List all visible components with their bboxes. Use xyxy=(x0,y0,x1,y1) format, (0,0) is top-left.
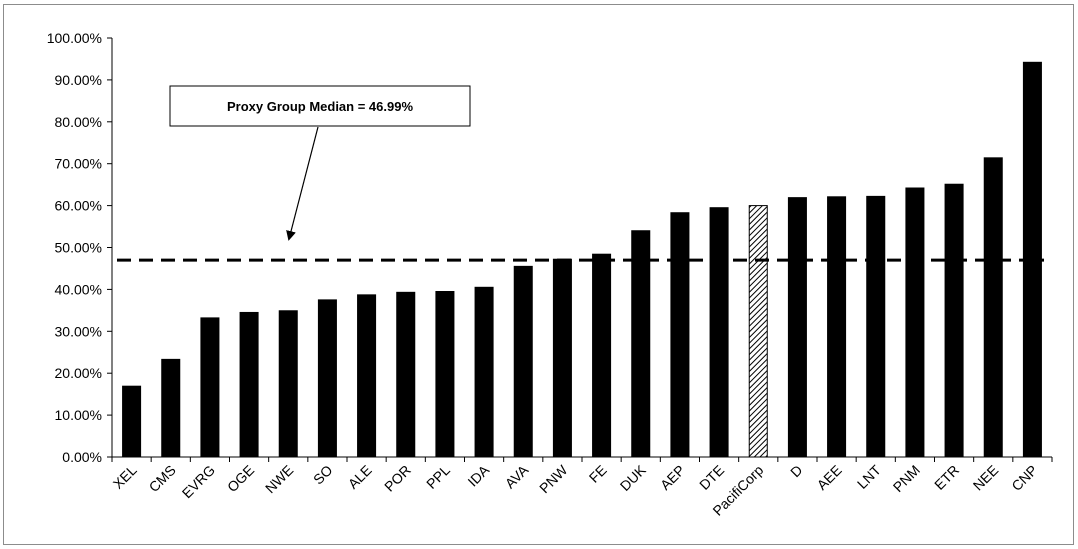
x-tick-label: ETR xyxy=(931,462,962,493)
x-tick-label: DUK xyxy=(617,461,650,494)
x-tick-label: LNT xyxy=(854,461,884,491)
x-tick-label: ALE xyxy=(345,462,375,492)
bar-highlight-pacificorp xyxy=(748,205,768,458)
x-tick-label: NEE xyxy=(970,462,1002,494)
bar-d xyxy=(787,197,807,458)
y-axis: 0.00% 10.00% 20.00% 30.00% 40.00% 50.00% 60.00… xyxy=(47,30,113,465)
x-tick-label: PNM xyxy=(890,462,923,495)
bar-ppl xyxy=(435,291,455,458)
bar-nee xyxy=(983,157,1003,458)
x-tick-label: OGE xyxy=(224,462,257,495)
bar-ava xyxy=(513,265,533,458)
x-axis: XEL CMS EVRG OGE NWE SO ALE POR PPL IDA AVA PNW FE DU… xyxy=(110,456,1053,519)
x-tick-label: IDA xyxy=(464,461,492,489)
annotation-arrow xyxy=(286,126,319,241)
bar-pnw xyxy=(552,258,572,458)
y-tick-label: 90.00% xyxy=(55,72,102,88)
bar-etr xyxy=(944,183,964,458)
x-tick-label: SO xyxy=(310,462,336,488)
x-tick-label: POR xyxy=(381,462,414,495)
x-tick-label: XEL xyxy=(110,462,140,492)
x-tick-label: NWE xyxy=(262,462,296,496)
x-tick-label: CNP xyxy=(1008,462,1040,494)
y-tick-label: 10.00% xyxy=(55,407,102,423)
y-tick-label: 20.00% xyxy=(55,365,102,381)
bar-pnm xyxy=(905,187,925,458)
bar-ida xyxy=(474,286,494,458)
y-tick-label: 70.00% xyxy=(55,156,102,172)
x-tick-label: DTE xyxy=(696,462,727,493)
x-tick-label: PNW xyxy=(536,461,571,496)
bar-duk xyxy=(631,230,651,458)
bar-xel xyxy=(122,385,142,458)
median-annotation: Proxy Group Median = 46.99% xyxy=(169,85,471,241)
bar-lnt xyxy=(866,195,886,458)
y-tick-label: 60.00% xyxy=(55,198,102,214)
y-tick-label: 30.00% xyxy=(55,323,102,339)
bar-fe xyxy=(592,253,612,458)
y-tick-label: 80.00% xyxy=(55,114,102,130)
x-tick-label: AEP xyxy=(657,462,688,493)
bar-evrg xyxy=(200,317,220,458)
x-tick-label: AVA xyxy=(502,461,532,491)
bar-cms xyxy=(161,358,181,458)
x-tick-label: PPL xyxy=(423,462,453,492)
x-tick-label: EVRG xyxy=(179,462,218,501)
bar-aep xyxy=(670,212,690,458)
y-tick-label: 100.00% xyxy=(47,30,102,46)
y-tick-label: 40.00% xyxy=(55,281,102,297)
x-tick-label: CMS xyxy=(146,462,179,495)
bar-nwe xyxy=(278,310,298,458)
bar-por xyxy=(396,291,416,458)
bar-oge xyxy=(239,311,259,458)
x-tick-label: AEE xyxy=(814,462,845,493)
x-tick-label: FE xyxy=(586,462,610,486)
annotation-text: Proxy Group Median = 46.99% xyxy=(227,99,413,114)
bar-ale xyxy=(357,294,377,458)
annotation-box xyxy=(169,85,471,127)
bar-aee xyxy=(827,196,847,458)
bar-dte xyxy=(709,207,729,458)
bar-so xyxy=(317,299,337,458)
x-tick-label: D xyxy=(787,462,805,480)
y-tick-label: 50.00% xyxy=(55,240,102,256)
y-tick-label: 0.00% xyxy=(62,449,102,465)
